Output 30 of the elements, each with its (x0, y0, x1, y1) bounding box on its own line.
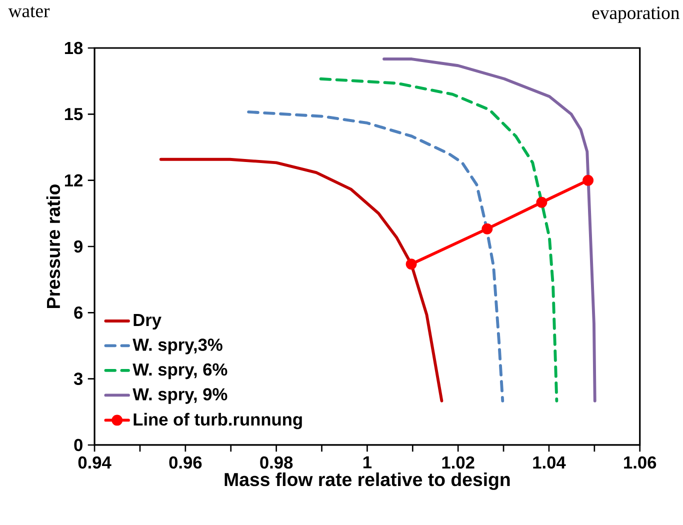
point (482, 223, 493, 234)
y-tick-label: 6 (74, 306, 83, 319)
legend-label: W. spry, 9% (132, 388, 228, 404)
y-tick-label: 15 (64, 108, 83, 120)
text: evaporation (592, 6, 680, 23)
x-tick-label: 0.96 (169, 456, 202, 469)
x-tick-label: 0.94 (78, 456, 112, 469)
y-axis-title: Pressure ratio (46, 184, 60, 308)
x-tick-label: 1.06 (624, 456, 656, 469)
y-tick-label: 18 (64, 42, 83, 54)
point (536, 196, 548, 208)
point (582, 174, 594, 186)
legend-label: W. spry, 6% (132, 363, 228, 380)
x-tick-label: 1.04 (533, 456, 566, 469)
x-tick-label: 1.02 (442, 456, 474, 469)
y-tick-label: 9 (74, 240, 83, 253)
point (406, 258, 417, 270)
legend-label: Line of turb.runnung (134, 412, 302, 430)
line-series (382, 58, 596, 402)
x-tick-label: 1 (363, 456, 372, 468)
x-tick-label: 0.98 (260, 456, 293, 469)
y-tick-label: 3 (74, 372, 83, 385)
y-tick-label: 12 (64, 174, 82, 186)
text: water (8, 6, 50, 18)
x-axis-title: Mass flow rate relative to design (224, 472, 510, 490)
y-tick-label: 0 (74, 438, 82, 452)
legend-label: W. spry,3% (132, 338, 222, 354)
line-series (247, 110, 504, 402)
line-series (319, 77, 558, 402)
legend-label: Dry (134, 314, 162, 330)
